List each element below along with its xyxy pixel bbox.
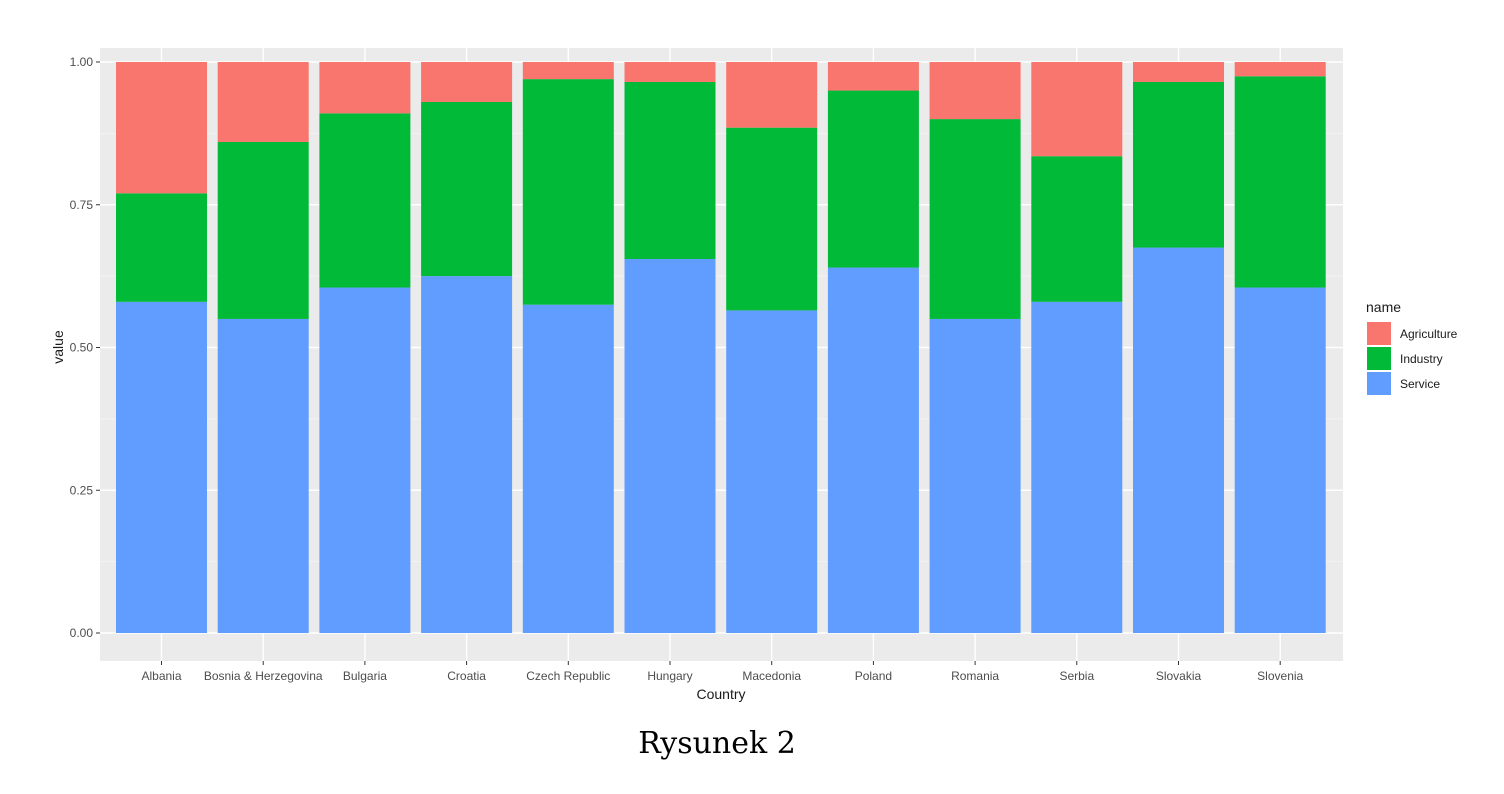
bar-industry-albania xyxy=(116,193,207,302)
bar-industry-bulgaria xyxy=(319,113,411,288)
bar-service-romania xyxy=(929,318,1021,633)
bar-industry-hungary xyxy=(624,81,716,259)
legend-label-agriculture: Agriculture xyxy=(1400,327,1458,341)
bar-service-poland xyxy=(827,267,919,633)
bar-agriculture-czech-republic xyxy=(522,62,614,80)
bar-agriculture-albania xyxy=(116,62,207,194)
bar-service-serbia xyxy=(1031,301,1123,633)
figure-caption: Rysunek 2 xyxy=(638,726,796,761)
bar-service-slovenia xyxy=(1234,287,1326,633)
y-tick-label: 0.25 xyxy=(70,483,94,497)
y-tick-label: 0.75 xyxy=(70,198,94,212)
y-tick-label: 0.00 xyxy=(70,626,94,640)
legend-label-industry: Industry xyxy=(1400,352,1443,366)
bar-service-slovakia xyxy=(1133,247,1224,633)
bar-industry-poland xyxy=(827,90,919,268)
y-tick-label: 0.50 xyxy=(70,341,94,355)
bar-industry-bosnia-herzegovina xyxy=(217,141,309,319)
bar-industry-slovenia xyxy=(1234,76,1326,288)
x-tick-label: Bosnia & Herzegovina xyxy=(204,669,323,683)
bar-service-croatia xyxy=(421,276,513,633)
x-axis-ticks: Albania Bosnia & Herzegovina Bulgaria Croat… xyxy=(141,661,1304,683)
x-tick-label: Macedonia xyxy=(742,669,801,683)
x-tick-label: Slovakia xyxy=(1156,669,1202,683)
bar-service-macedonia xyxy=(726,310,818,633)
bar-service-bosnia-herzegovina xyxy=(217,318,309,633)
legend-key-agriculture xyxy=(1367,322,1391,345)
y-axis-ticks: 0.00 0.25 0.50 0.75 1.00 xyxy=(70,55,100,640)
y-axis-title: value xyxy=(50,330,66,364)
bar-industry-slovakia xyxy=(1133,81,1224,248)
bars xyxy=(116,62,1326,633)
x-tick-label: Slovenia xyxy=(1257,669,1303,683)
legend-key-service xyxy=(1367,372,1391,395)
x-tick-label: Serbia xyxy=(1059,669,1094,683)
legend-title: name xyxy=(1366,299,1401,315)
bar-service-albania xyxy=(116,301,207,633)
bar-agriculture-croatia xyxy=(421,62,513,102)
bar-agriculture-hungary xyxy=(624,62,716,82)
x-tick-label: Hungary xyxy=(647,669,692,683)
bar-agriculture-slovenia xyxy=(1234,62,1326,77)
bar-service-hungary xyxy=(624,258,716,633)
bar-agriculture-romania xyxy=(929,62,1021,120)
bar-agriculture-bulgaria xyxy=(319,62,411,114)
x-tick-label: Poland xyxy=(855,669,892,683)
stacked-bar-chart: 0.00 0.25 0.50 0.75 1.00 Albania Bosnia & Her… xyxy=(50,48,1458,702)
bar-agriculture-slovakia xyxy=(1133,62,1224,82)
x-tick-label: Croatia xyxy=(447,669,486,683)
y-tick-label: 1.00 xyxy=(70,55,94,69)
x-tick-label: Czech Republic xyxy=(526,669,610,683)
x-tick-label: Romania xyxy=(951,669,999,683)
bar-agriculture-poland xyxy=(827,62,919,91)
x-tick-label: Bulgaria xyxy=(343,669,387,683)
legend: name Agriculture Industry Service xyxy=(1366,299,1458,395)
x-axis-title: Country xyxy=(696,686,745,702)
legend-key-industry xyxy=(1367,347,1391,370)
x-tick-label: Albania xyxy=(141,669,181,683)
bar-industry-serbia xyxy=(1031,156,1123,302)
bar-agriculture-serbia xyxy=(1031,62,1123,157)
bar-industry-czech-republic xyxy=(522,79,614,305)
bar-industry-macedonia xyxy=(726,127,818,311)
bar-service-bulgaria xyxy=(319,287,411,633)
bar-agriculture-bosnia-herzegovina xyxy=(217,62,309,142)
legend-label-service: Service xyxy=(1400,377,1440,391)
bar-service-czech-republic xyxy=(522,304,614,633)
bar-industry-croatia xyxy=(421,101,513,277)
bar-agriculture-macedonia xyxy=(726,62,818,128)
bar-industry-romania xyxy=(929,119,1021,319)
